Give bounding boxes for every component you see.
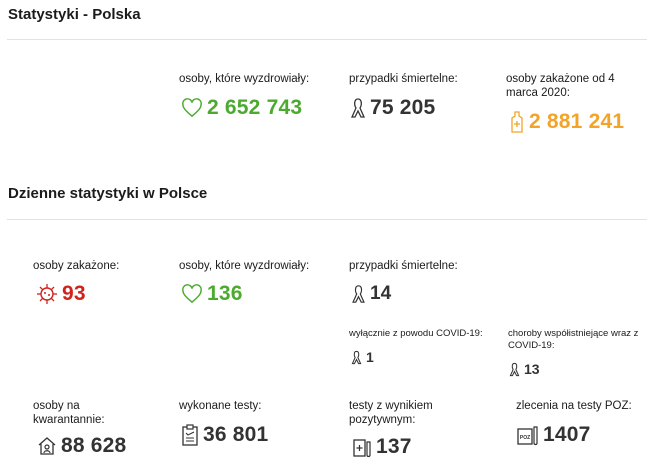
quarantine-label: osoby na kwarantannie: xyxy=(33,400,105,426)
covid-only-label: wyłącznie z powodu COVID-19: xyxy=(349,328,483,339)
poz-orders-label: zlecenia na testy POZ: xyxy=(516,400,632,412)
total-recovered-value: 2 652 743 xyxy=(181,96,302,120)
poz-test-icon: POZ xyxy=(517,424,539,446)
daily-deaths-value: 14 xyxy=(351,283,391,305)
daily-deaths-label: przypadki śmiertelne: xyxy=(349,260,458,272)
daily-infected-label: osoby zakażone: xyxy=(33,260,120,272)
house-icon xyxy=(37,436,57,456)
section-title-daily: Dzienne statystyki w Polsce xyxy=(8,185,208,202)
total-deaths-label: przypadki śmiertelne: xyxy=(349,73,458,85)
total-infected-label: osoby zakażone od 4 marca 2020: xyxy=(506,73,615,99)
ribbon-icon xyxy=(509,362,520,377)
poz-orders-value: POZ 1407 xyxy=(517,423,591,447)
tests-value: 36 801 xyxy=(181,423,268,447)
clipboard-icon xyxy=(181,424,199,446)
virus-icon xyxy=(36,283,58,305)
total-recovered-label: osoby, które wyzdrowiały: xyxy=(179,73,310,85)
ribbon-icon xyxy=(351,350,362,365)
total-deaths-value: 75 205 xyxy=(350,96,435,120)
ribbon-icon xyxy=(351,284,366,304)
section-divider xyxy=(7,219,647,220)
ribbon-icon xyxy=(350,97,366,119)
daily-recovered-label: osoby, które wyzdrowiały: xyxy=(179,260,310,272)
daily-infected-value: 93 xyxy=(36,282,86,306)
heart-icon xyxy=(181,284,203,304)
test-tube-icon xyxy=(352,436,372,458)
positive-tests-label: testy z wynikiem pozytywnym: xyxy=(349,400,433,426)
sanitizer-icon xyxy=(509,110,525,134)
section-divider xyxy=(7,39,647,40)
quarantine-value: 88 628 xyxy=(37,434,126,458)
section-title-poland: Statystyki - Polska xyxy=(8,6,141,23)
poz-icon-text: POZ xyxy=(520,435,530,441)
positive-tests-value: 137 xyxy=(352,435,412,459)
comorbid-value: 13 xyxy=(509,361,540,377)
total-infected-value: 2 881 241 xyxy=(509,110,624,134)
tests-label: wykonane testy: xyxy=(179,400,262,412)
heart-icon xyxy=(181,98,203,118)
daily-recovered-value: 136 xyxy=(181,282,243,306)
covid-only-value: 1 xyxy=(351,349,374,365)
comorbid-label: choroby współistniejące wraz z COVID-19: xyxy=(508,328,639,351)
